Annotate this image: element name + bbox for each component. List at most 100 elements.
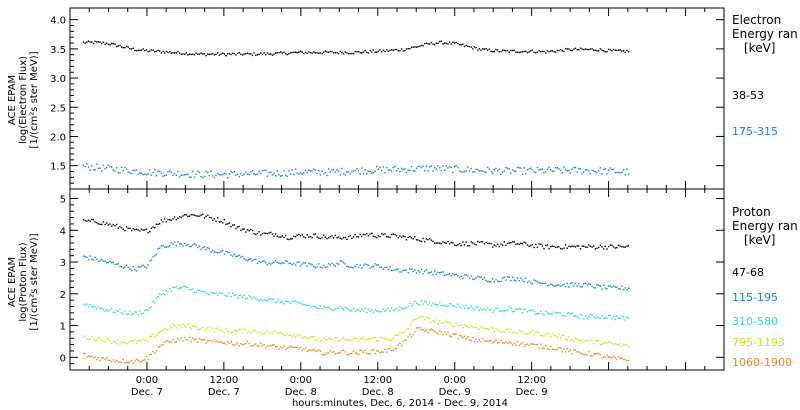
proton-data-point <box>477 240 479 243</box>
proton-data-point <box>473 340 476 342</box>
proton-data-point <box>207 293 209 295</box>
electron-data-point <box>357 169 360 172</box>
electron-data-point <box>236 173 239 176</box>
proton-data-point <box>617 344 620 346</box>
electron-data-point <box>596 172 598 174</box>
proton-data-point <box>480 276 482 278</box>
proton-data-point <box>261 345 264 347</box>
proton-data-point <box>437 242 439 244</box>
proton-data-point <box>215 340 217 343</box>
proton-data-point <box>452 305 454 307</box>
proton-data-point <box>599 285 602 287</box>
proton-data-point <box>371 266 373 268</box>
proton-data-point <box>439 320 441 322</box>
proton-data-point <box>129 268 131 270</box>
electron-data-point <box>356 51 358 53</box>
proton-data-point <box>276 332 278 334</box>
proton-data-point <box>480 240 482 243</box>
electron-data-point <box>281 174 283 177</box>
proton-data-point <box>195 244 197 246</box>
proton-data-point <box>498 330 500 332</box>
proton-data-point <box>357 353 360 356</box>
proton-data-point <box>445 305 447 308</box>
proton-data-point <box>601 357 603 359</box>
proton-data-point <box>465 241 467 243</box>
proton-data-point <box>622 289 625 291</box>
proton-data-point <box>490 339 492 342</box>
electron-data-point <box>500 50 502 53</box>
proton-data-point <box>376 236 378 239</box>
electron-legend-title-3: [keV] <box>744 41 775 55</box>
electron-data-point <box>273 53 275 55</box>
electron-data-point <box>492 51 494 53</box>
electron-data-point <box>501 49 504 51</box>
proton-data-point <box>87 339 90 341</box>
electron-data-point <box>225 173 227 175</box>
proton-data-point <box>223 332 225 334</box>
proton-data-point <box>127 313 129 315</box>
proton-data-point <box>596 340 598 342</box>
electron-data-point <box>556 49 558 52</box>
proton-data-point <box>127 227 129 230</box>
proton-data-point <box>169 219 171 221</box>
proton-data-point <box>475 244 477 246</box>
proton-data-point <box>377 350 380 353</box>
proton-data-point <box>200 328 202 330</box>
proton-data-point <box>589 355 592 357</box>
proton-data-point <box>173 341 176 343</box>
electron-data-point <box>495 48 497 51</box>
proton-data-point <box>447 273 449 276</box>
proton-data-point <box>487 242 489 245</box>
electron-data-point <box>243 173 245 175</box>
electron-data-point <box>331 50 333 53</box>
proton-data-point <box>210 339 212 342</box>
electron-data-point <box>164 52 166 54</box>
electron-data-point <box>485 171 487 173</box>
proton-data-point <box>603 342 605 344</box>
electron-data-point <box>349 173 351 175</box>
proton-series-47-68 <box>82 213 630 250</box>
proton-data-point <box>616 343 618 346</box>
proton-data-point <box>571 312 573 314</box>
proton-data-point <box>235 255 237 257</box>
proton-data-point <box>316 236 318 238</box>
proton-data-point <box>614 342 616 345</box>
proton-data-point <box>475 338 477 340</box>
proton-data-point <box>501 342 504 344</box>
electron-data-point <box>550 169 552 171</box>
proton-data-point <box>372 311 375 313</box>
proton-data-point <box>487 327 489 330</box>
proton-data-point <box>404 331 406 333</box>
proton-data-point <box>556 336 558 338</box>
proton-data-point <box>147 358 149 360</box>
proton-data-point <box>139 361 141 363</box>
proton-data-point <box>92 259 95 261</box>
electron-data-point <box>167 171 169 173</box>
proton-data-point <box>576 338 578 340</box>
proton-data-point <box>457 337 459 340</box>
electron-data-point <box>603 168 605 171</box>
proton-data-point <box>414 269 416 271</box>
proton-data-point <box>568 312 570 314</box>
proton-data-point <box>457 244 459 246</box>
proton-data-point <box>271 298 274 300</box>
electron-data-point <box>346 52 348 54</box>
electron-data-point <box>533 51 535 53</box>
proton-data-point <box>399 332 401 334</box>
electron-data-point <box>314 169 317 171</box>
electron-data-point <box>91 165 93 167</box>
proton-data-point <box>468 326 471 329</box>
electron-data-point <box>414 170 416 172</box>
proton-series-115-195 <box>82 241 630 291</box>
proton-data-point <box>150 335 153 337</box>
proton-data-point <box>399 271 401 273</box>
proton-data-point <box>119 308 121 311</box>
electron-data-point <box>99 41 101 43</box>
proton-data-point <box>372 235 375 238</box>
electron-data-point <box>354 50 356 53</box>
proton-data-point <box>157 332 159 334</box>
proton-data-point <box>101 339 103 341</box>
proton-data-point <box>260 261 262 263</box>
proton-data-point <box>220 341 222 343</box>
electron-data-point <box>439 40 441 43</box>
